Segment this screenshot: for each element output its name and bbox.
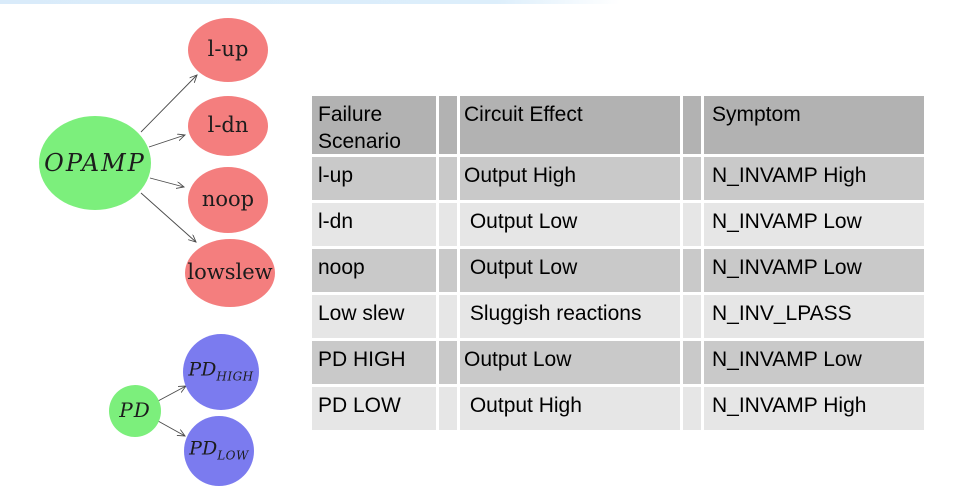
table-cell-scenario: Low slew — [312, 295, 436, 338]
pdhigh-label-sub: HIGH — [216, 369, 254, 384]
table-cell-symptom: N_INVAMP Low — [704, 203, 924, 246]
table-cell-spacer — [439, 341, 457, 384]
table-cell-spacer — [683, 387, 701, 430]
table-cell-spacer — [439, 203, 457, 246]
pdlow-label-sub: LOW — [217, 448, 249, 463]
pd-label: PD — [119, 398, 151, 422]
slide-top-edge — [0, 0, 620, 4]
table-cell-symptom: N_INVAMP High — [704, 157, 924, 200]
table-cell-spacer — [683, 341, 701, 384]
pdhigh-label: PDHIGH — [188, 359, 253, 384]
opamp-label: OPAMP — [44, 149, 146, 177]
table-cell-scenario: l-dn — [312, 203, 436, 246]
opamp-node — [39, 116, 151, 210]
noop-node — [188, 167, 268, 233]
table-header-spacer — [683, 96, 701, 154]
table-cell-scenario: PD LOW — [312, 387, 436, 430]
table-cell-scenario: PD HIGH — [312, 341, 436, 384]
table-cell-spacer — [439, 157, 457, 200]
table-cell-scenario: noop — [312, 249, 436, 292]
pd-node — [109, 385, 161, 437]
arrow-opamp-lup — [140, 75, 197, 133]
pdlow-node — [184, 416, 254, 486]
table-cell-effect: Output High — [460, 157, 680, 200]
pdhigh-node — [183, 334, 259, 410]
pdlow-label-main: PD — [189, 437, 218, 460]
lowslew-node — [185, 239, 275, 307]
ldn-label: l-dn — [207, 113, 249, 137]
lup-label: l-up — [207, 37, 249, 61]
table-cell-effect: Output Low — [460, 249, 680, 292]
arrow-opamp-noop — [149, 177, 184, 187]
noop-label: noop — [201, 187, 255, 211]
table-header-symptom: Symptom — [704, 96, 924, 154]
table-cell-effect: Output High — [460, 387, 680, 430]
arrow-pd-high — [157, 386, 186, 402]
arrow-opamp-ldn — [148, 135, 185, 148]
table-header-spacer — [439, 96, 457, 154]
table-cell-spacer — [439, 295, 457, 338]
pdlow-label: PDLOW — [189, 438, 249, 463]
lup-node — [188, 18, 268, 82]
table-cell-spacer — [683, 203, 701, 246]
arrow-opamp-lowslew — [140, 192, 196, 242]
table-cell-effect: Output Low — [460, 203, 680, 246]
table-cell-spacer — [683, 249, 701, 292]
pdhigh-label-main: PD — [188, 358, 217, 381]
lowslew-label: lowslew — [187, 260, 273, 284]
failure-symptom-table: Failure Scenario Circuit Effect Symptom … — [312, 96, 924, 430]
table-cell-spacer — [683, 157, 701, 200]
table-cell-effect: Output Low — [460, 341, 680, 384]
table-cell-scenario: l-up — [312, 157, 436, 200]
table-cell-symptom: N_INVAMP Low — [704, 249, 924, 292]
diagram-arrows — [140, 75, 197, 436]
table-cell-spacer — [439, 249, 457, 292]
table-header-circuit-effect: Circuit Effect — [460, 96, 680, 154]
table-cell-effect: Sluggish reactions — [460, 295, 680, 338]
table-cell-spacer — [439, 387, 457, 430]
arrow-pd-low — [157, 420, 185, 436]
fault-tree-diagram — [39, 18, 275, 486]
ldn-node — [188, 96, 268, 156]
table-header-failure-scenario: Failure Scenario — [312, 96, 436, 154]
table-cell-symptom: N_INVAMP Low — [704, 341, 924, 384]
table-cell-symptom: N_INVAMP High — [704, 387, 924, 430]
table-cell-symptom: N_INV_LPASS — [704, 295, 924, 338]
table-cell-spacer — [683, 295, 701, 338]
